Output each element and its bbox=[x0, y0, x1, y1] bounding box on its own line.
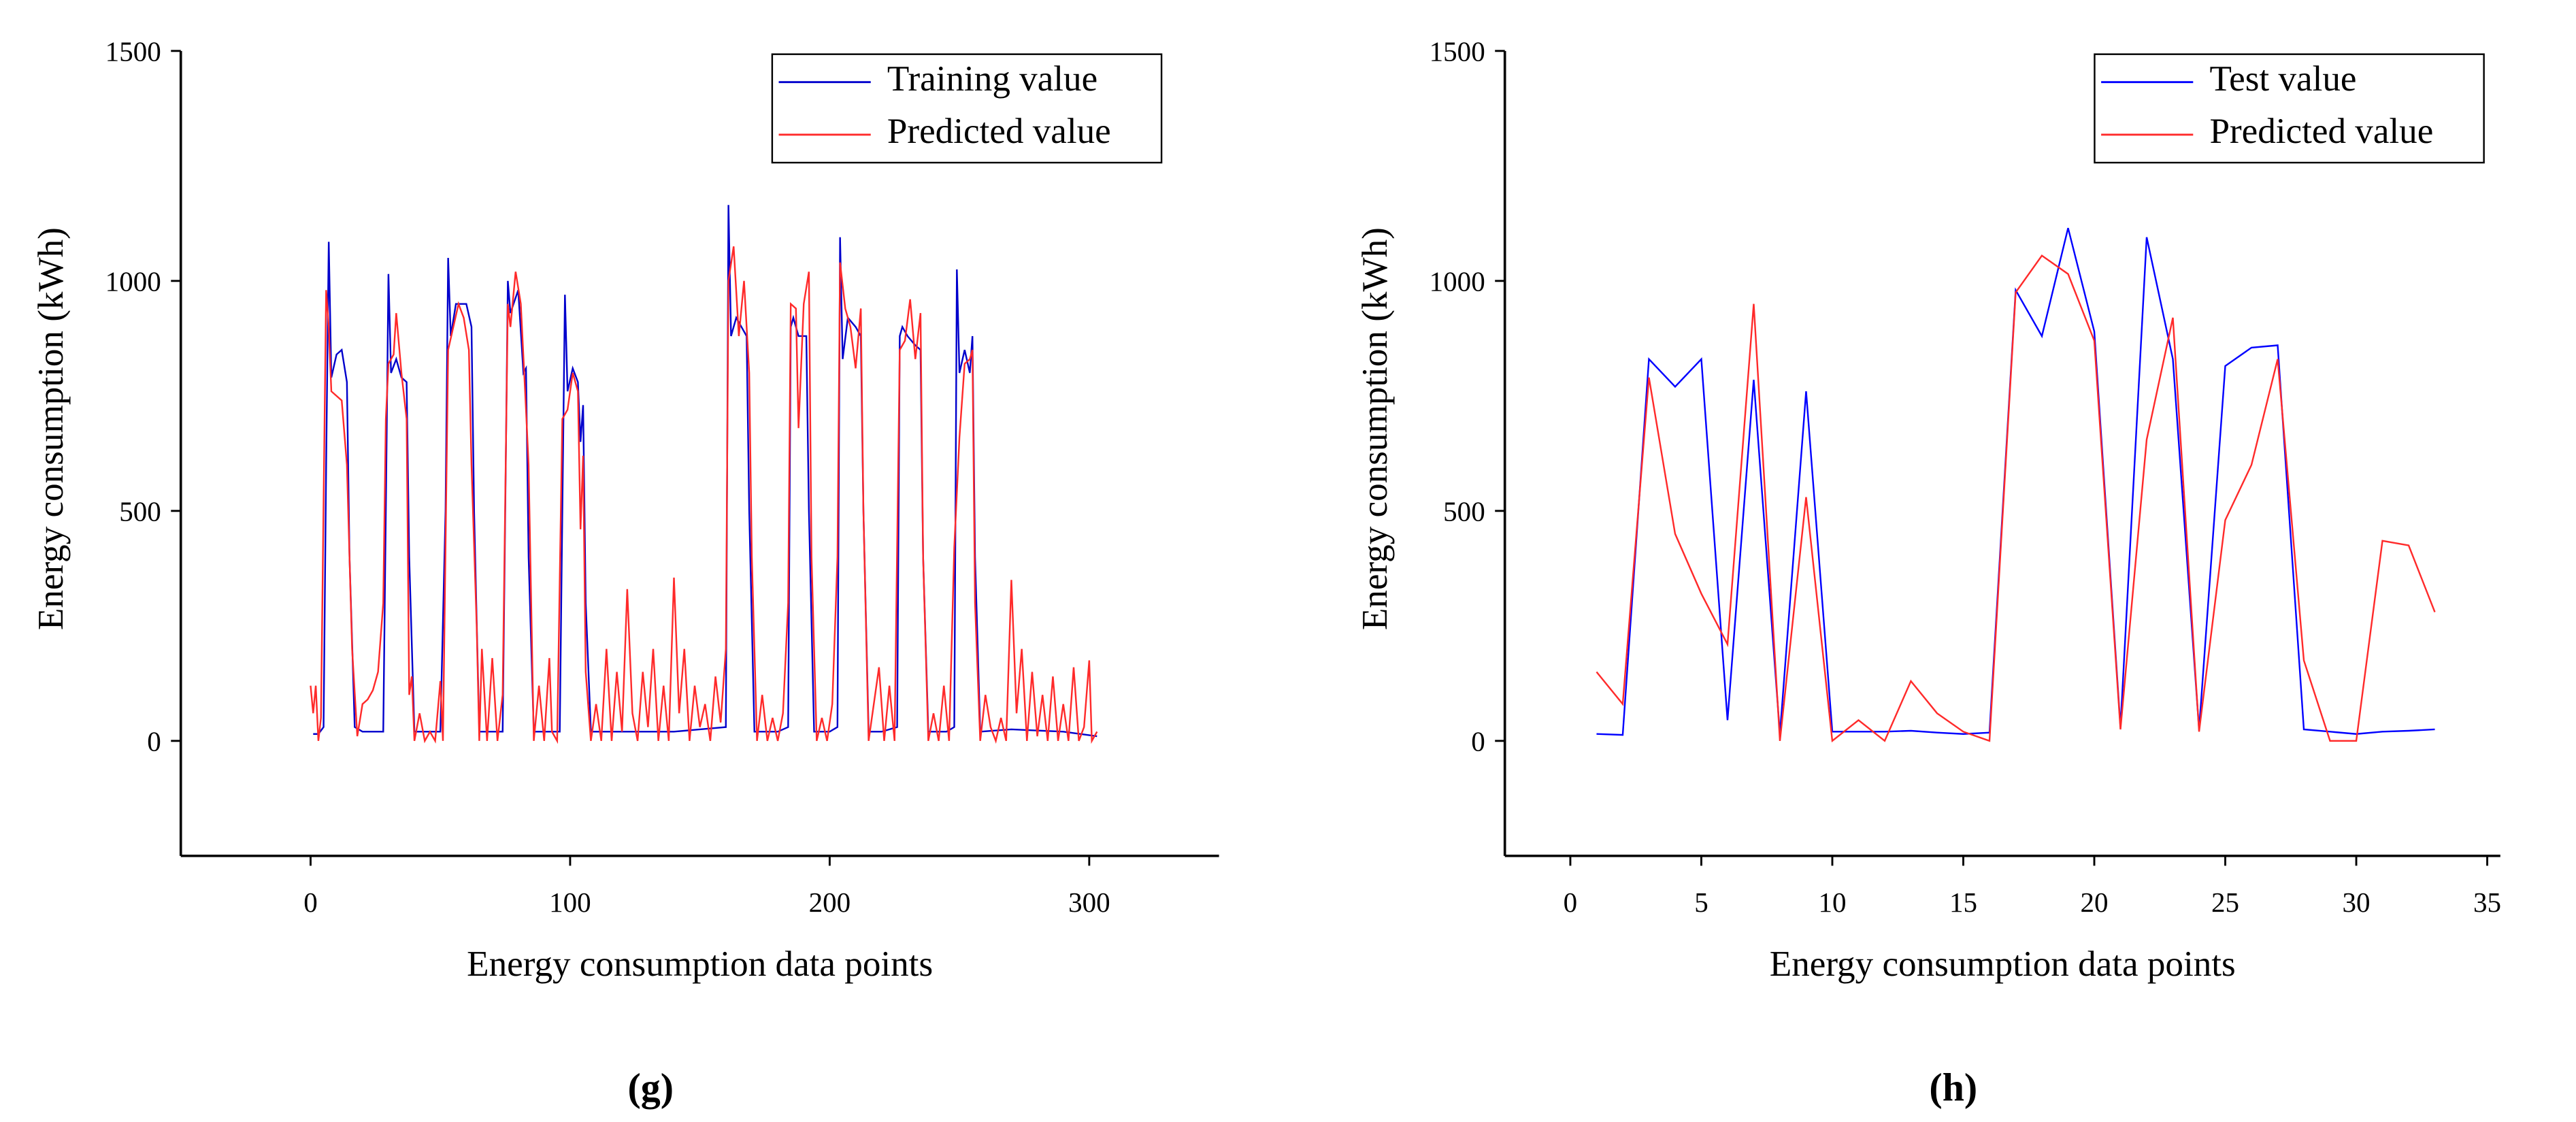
x-tick-label: 35 bbox=[2473, 887, 2501, 918]
x-tick-label: 20 bbox=[2080, 887, 2108, 918]
x-tick-label: 0 bbox=[1564, 887, 1578, 918]
y-tick-label: 0 bbox=[1471, 725, 1485, 757]
legend-label: Training value bbox=[887, 59, 1097, 99]
y-axis-title: Energy consumption (kWh) bbox=[1355, 227, 1395, 630]
x-tick-label: 30 bbox=[2343, 887, 2371, 918]
legend-label: Test value bbox=[2209, 59, 2356, 99]
y-tick-label: 0 bbox=[147, 725, 161, 757]
legend-label: Predicted value bbox=[887, 112, 1111, 151]
y-tick-label: 1000 bbox=[105, 265, 161, 297]
x-tick-label: 25 bbox=[2211, 887, 2239, 918]
y-tick-label: 500 bbox=[119, 495, 161, 527]
panel-caption: (h) bbox=[1929, 1066, 1977, 1110]
data-line bbox=[1596, 227, 2435, 736]
x-tick-label: 15 bbox=[1949, 887, 1977, 918]
x-axis-title: Energy consumption data points bbox=[467, 944, 933, 984]
y-tick-label: 1500 bbox=[1430, 35, 1485, 67]
panel-caption: (g) bbox=[627, 1066, 674, 1110]
x-tick-label: 5 bbox=[1694, 887, 1708, 918]
data-line bbox=[1596, 254, 2436, 743]
y-tick-label: 1500 bbox=[105, 35, 161, 67]
y-tick-label: 1000 bbox=[1430, 265, 1485, 297]
y-axis-title: Energy consumption (kWh) bbox=[31, 227, 71, 630]
data-line bbox=[310, 246, 1098, 744]
x-tick-label: 200 bbox=[809, 887, 851, 918]
x-tick-label: 0 bbox=[303, 887, 318, 918]
x-tick-label: 100 bbox=[549, 887, 591, 918]
legend-label: Predicted value bbox=[2209, 112, 2433, 151]
x-tick-label: 300 bbox=[1068, 887, 1110, 918]
x-axis-title: Energy consumption data points bbox=[1770, 944, 2236, 984]
legend-box bbox=[2094, 53, 2485, 164]
data-line bbox=[313, 205, 1097, 738]
x-tick-label: 10 bbox=[1818, 887, 1846, 918]
y-tick-label: 500 bbox=[1443, 495, 1485, 527]
legend-box bbox=[771, 53, 1163, 164]
